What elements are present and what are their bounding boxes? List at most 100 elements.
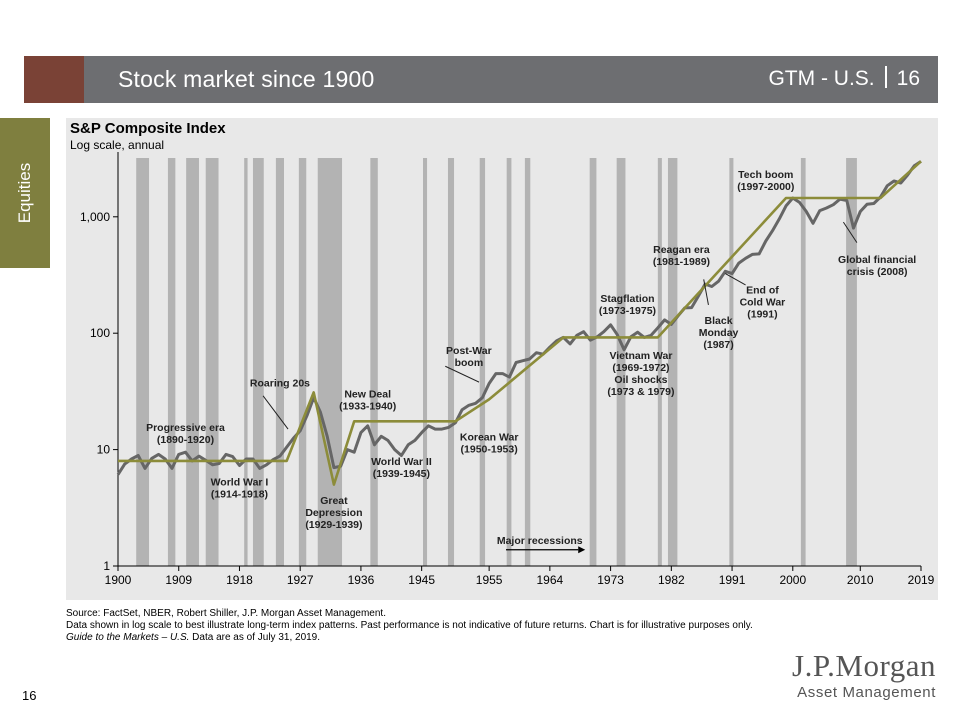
- chart-annotation: Tech boom (1997-2000): [737, 169, 794, 193]
- x-tick-label: 1909: [165, 573, 192, 587]
- annotation-leader: [725, 273, 746, 286]
- recession-band: [317, 158, 343, 566]
- annotation-line: (1969-1972): [612, 362, 669, 374]
- recession-band: [244, 158, 248, 566]
- annotation-line: World War I: [211, 477, 269, 489]
- trend-line: [118, 160, 922, 486]
- chart-annotation: Vietnam War (1969-1972) Oil shocks (1973 & …: [607, 350, 674, 398]
- annotation-line: Reagan era: [653, 244, 710, 256]
- recession-band: [800, 158, 806, 566]
- chart-annotation: Stagflation (1973-1975): [599, 293, 656, 317]
- annotation-line: Stagflation: [600, 293, 654, 305]
- recessions-arrow-head: [578, 546, 586, 554]
- recession-band: [275, 158, 284, 566]
- chart-subtitle: Log scale, annual: [70, 138, 165, 152]
- recession-band: [846, 158, 857, 566]
- header-accent-tab: [24, 56, 84, 103]
- recession-band: [479, 158, 486, 566]
- x-tick-label: 1955: [476, 573, 503, 587]
- x-tick-label: 1900: [105, 573, 132, 587]
- annotation-line: Depression: [305, 507, 362, 519]
- chart-annotation: Black Monday (1987): [699, 315, 739, 351]
- annotation-line: (1991): [747, 308, 777, 320]
- annotation-line: boom: [455, 357, 484, 369]
- recession-band: [205, 158, 219, 566]
- recession-band: [524, 158, 531, 566]
- annotation-line: Post-War: [446, 345, 492, 357]
- recession-band: [136, 158, 150, 566]
- index-line: [116, 160, 922, 476]
- chart-annotation: Reagan era (1981-1989): [653, 244, 710, 268]
- x-tick-label: 1973: [597, 573, 624, 587]
- chart-annotation: Roaring 20s: [250, 377, 310, 389]
- annotation-line: (1950-1953): [461, 443, 518, 455]
- y-tick-label: 1: [103, 559, 110, 573]
- annotation-leader: [842, 221, 858, 243]
- annotation-line: Progressive era: [146, 422, 225, 434]
- side-tab-equities: Equities: [0, 118, 50, 268]
- annotation-leader: [703, 279, 709, 306]
- header-page-number: 16: [896, 67, 920, 90]
- chart-annotation: Global financial crisis (2008): [838, 254, 916, 278]
- recession-band: [370, 158, 378, 566]
- header-separator: [884, 66, 887, 88]
- annotation-line: Black: [705, 315, 733, 327]
- annotation-line: Korean War: [460, 431, 519, 443]
- jpmorgan-logo: J.P.Morgan Asset Management: [792, 648, 936, 702]
- annotation-line: Oil shocks: [614, 374, 667, 386]
- annotation-line: (1973-1975): [599, 305, 656, 317]
- chart-annotation: World War I (1914-1918): [211, 477, 269, 501]
- annotation-line: Cold War: [740, 296, 786, 308]
- logo-line-1: J.P.Morgan: [792, 648, 936, 683]
- annotation-line: Tech boom: [738, 169, 793, 181]
- annotation-line: Major recessions: [497, 535, 583, 547]
- source-line-3: Guide to the Markets – U.S. Data are as …: [66, 632, 756, 644]
- annotation-line: (1929-1939): [305, 519, 362, 531]
- chart-title: S&P Composite Index: [70, 120, 226, 137]
- annotation-line: (1981-1989): [653, 256, 710, 268]
- annotation-line: (1973 & 1979): [607, 386, 674, 398]
- x-tick-label: 2010: [847, 573, 874, 587]
- footer-page-number: 16: [22, 688, 37, 703]
- x-tick-label: 1936: [348, 573, 375, 587]
- recession-band: [729, 158, 734, 566]
- chart-annotation: End of Cold War (1991): [740, 284, 786, 320]
- header-bar: [84, 56, 938, 103]
- recession-band: [423, 158, 428, 566]
- annotation-line: (1890-1920): [157, 434, 214, 446]
- annotation-line: World War II: [371, 456, 432, 468]
- recession-band: [186, 158, 199, 566]
- x-tick-label: 2000: [779, 573, 806, 587]
- annotation-line: Vietnam War: [609, 350, 672, 362]
- annotation-line: (1997-2000): [737, 181, 794, 193]
- x-tick-label: 1964: [537, 573, 564, 587]
- chart-annotation: Progressive era (1890-1920): [146, 422, 225, 446]
- x-tick-label: 1982: [658, 573, 685, 587]
- recession-band: [506, 158, 512, 566]
- annotation-line: Global financial: [838, 254, 916, 266]
- chart-annotation: Korean War (1950-1953): [460, 431, 519, 455]
- x-tick-label: 1991: [719, 573, 746, 587]
- recession-band: [589, 158, 597, 566]
- y-tick-label: 1,000: [80, 210, 110, 224]
- source-guide-title: Guide to the Markets – U.S.: [66, 632, 190, 643]
- annotation-line: New Deal: [344, 389, 391, 401]
- chart-annotation: Major recessions: [497, 535, 583, 547]
- annotation-line: Great: [320, 495, 348, 507]
- annotation-line: (1939-1945): [373, 468, 430, 480]
- recession-band: [298, 158, 307, 566]
- source-line-1: Source: FactSet, NBER, Robert Shiller, J…: [66, 608, 386, 619]
- recession-band: [616, 158, 626, 566]
- y-tick-label: 100: [90, 326, 110, 340]
- x-tick-label: 2019: [908, 573, 935, 587]
- annotation-line: Monday: [699, 327, 739, 339]
- x-tick-label: 1945: [408, 573, 435, 587]
- recession-band: [447, 158, 455, 566]
- annotation-line: End of: [746, 284, 779, 296]
- chart-annotation: Great Depression (1929-1939): [305, 495, 362, 531]
- chart-annotation: World War II (1939-1945): [371, 456, 432, 480]
- header-section: GTM - U.S. 16: [768, 66, 920, 91]
- annotation-leader: [445, 365, 480, 383]
- recession-band: [657, 158, 662, 566]
